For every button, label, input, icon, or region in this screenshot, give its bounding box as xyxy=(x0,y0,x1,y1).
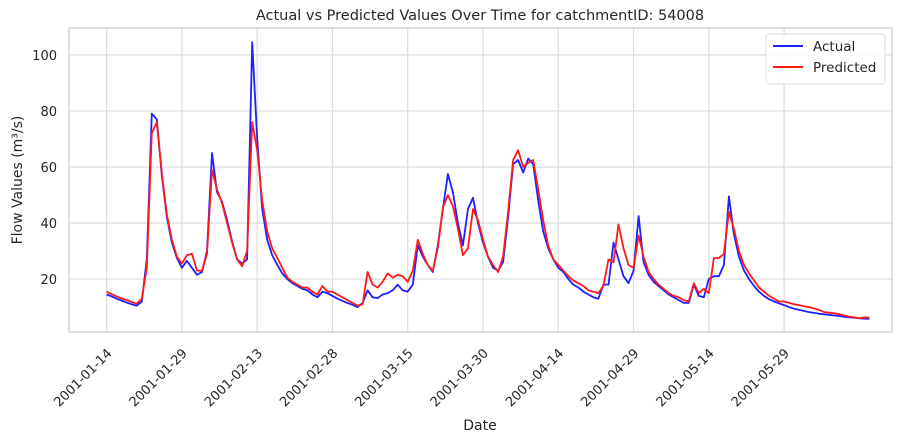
y-tick-label: 20 xyxy=(40,273,57,288)
y-tick-label: 60 xyxy=(40,161,57,176)
x-tick-label: 2001-02-28 xyxy=(277,346,341,410)
x-tick-label: 2001-05-29 xyxy=(729,346,793,410)
x-tick-label: 2001-01-29 xyxy=(127,346,191,410)
series-lines xyxy=(106,41,870,320)
legend: Actual Predicted xyxy=(765,33,886,85)
x-tick-label: 2001-04-29 xyxy=(578,346,642,410)
legend-label-predicted: Predicted xyxy=(813,60,876,76)
x-tick-label: 2001-03-15 xyxy=(353,346,417,410)
x-tick-label: 2001-05-14 xyxy=(654,346,718,410)
y-tick-label: 80 xyxy=(40,105,57,120)
chart-title: Actual vs Predicted Values Over Time for… xyxy=(256,8,704,24)
legend-label-actual: Actual xyxy=(813,39,855,55)
plot-frame xyxy=(68,27,893,333)
x-tick-label: 2001-04-14 xyxy=(503,346,567,410)
x-axis-ticks: 2001-01-14 2001-01-29 2001-02-13 2001-02-28… xyxy=(51,346,793,410)
y-axis-ticks: 20 40 60 80 100 xyxy=(32,49,57,288)
y-tick-label: 100 xyxy=(32,49,57,64)
x-tick-label: 2001-03-30 xyxy=(428,346,492,410)
y-axis-label: Flow Values (m³/s) xyxy=(10,116,26,245)
x-tick-label: 2001-01-14 xyxy=(51,346,115,410)
series-line-actual xyxy=(106,41,870,320)
x-axis-label: Date xyxy=(463,418,496,434)
x-tick-label: 2001-02-13 xyxy=(202,346,266,410)
y-tick-label: 40 xyxy=(40,217,57,232)
series-line-predicted xyxy=(106,121,870,320)
